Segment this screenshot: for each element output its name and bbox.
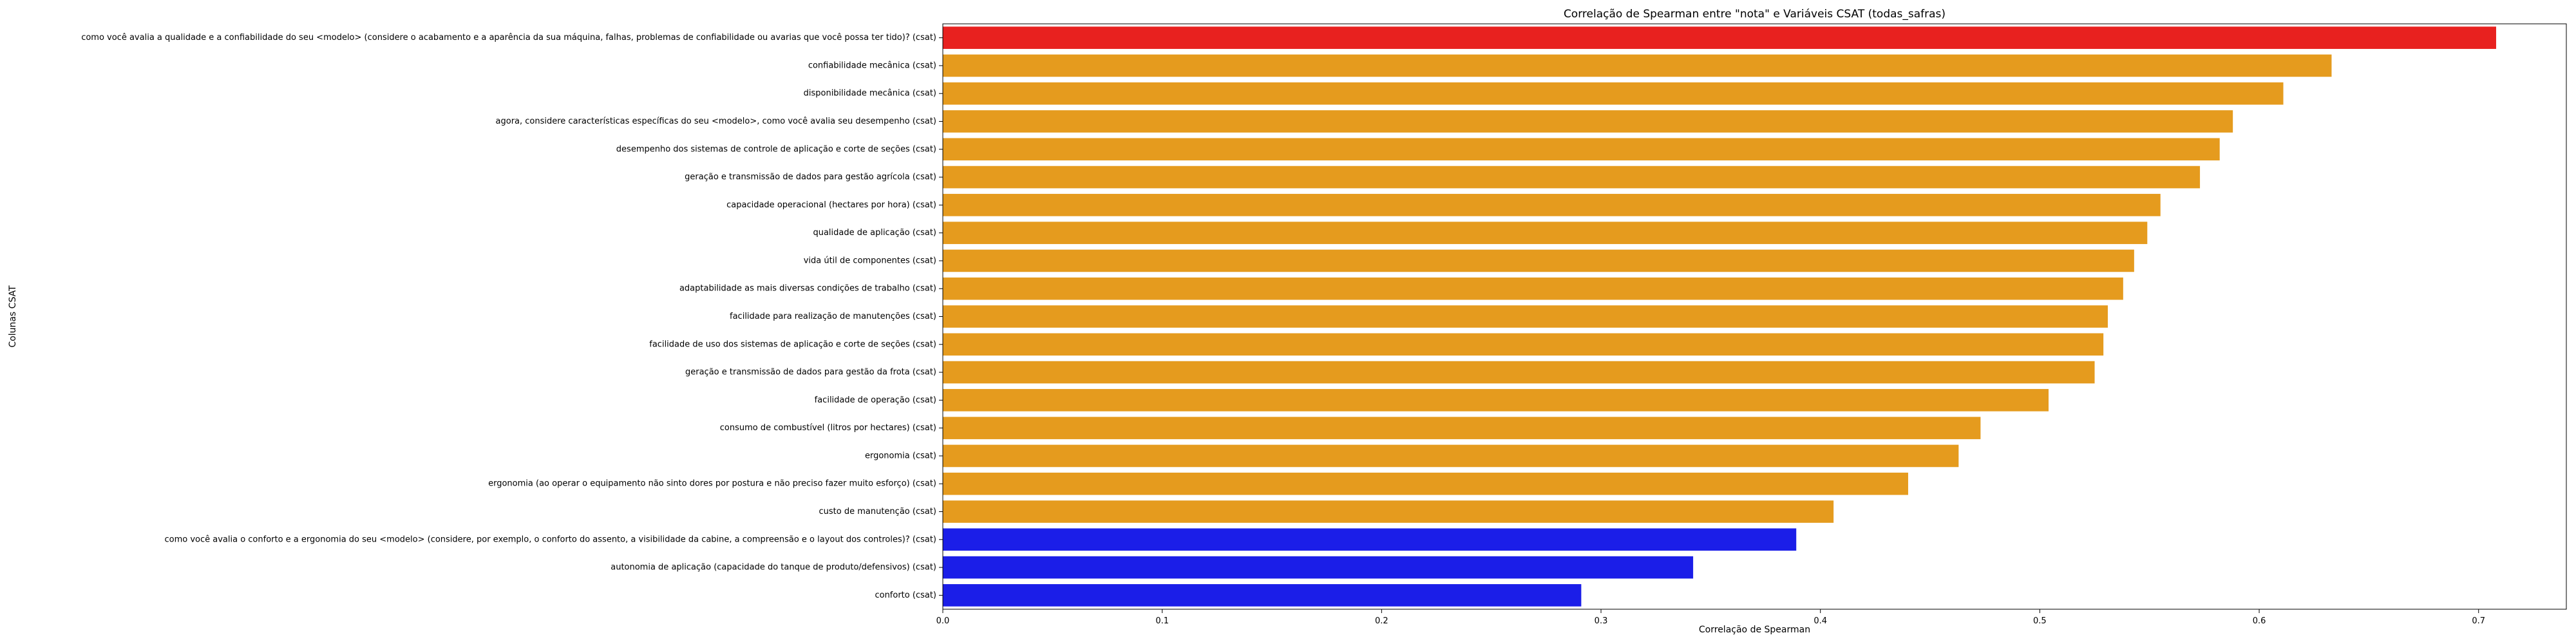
- plot-frame: [942, 23, 2567, 610]
- y-tick-label: capacidade operacional (hectares por hor…: [726, 200, 936, 210]
- bar-14: [943, 389, 2049, 412]
- y-tick-label: disponibilidade mecânica (csat): [804, 89, 936, 99]
- bar-18: [943, 500, 1834, 523]
- y-tick-label: geração e transmissão de dados para gest…: [685, 173, 936, 182]
- y-tick-label: autonomia de aplicação (capacidade do ta…: [611, 563, 936, 573]
- y-tick-label: agora, considere características específ…: [496, 117, 936, 126]
- y-ticks-group: como você avalia a qualidade e a confiab…: [81, 33, 943, 600]
- x-tick-label: 0.1: [1155, 616, 1169, 626]
- y-tick-label: facilidade de operação (csat): [815, 395, 936, 405]
- chart-title: Correlação de Spearman entre "nota" e Va…: [1564, 8, 1946, 21]
- y-tick-label: como você avalia a qualidade e a confiab…: [81, 33, 936, 43]
- y-tick-label: conforto (csat): [875, 591, 936, 600]
- x-tick-label: 0.7: [2472, 616, 2485, 626]
- bar-4: [943, 110, 2233, 133]
- y-axis-label: Colunas CSAT: [8, 285, 18, 348]
- bar-16: [943, 444, 1959, 468]
- y-tick-label: facilidade para realização de manutençõe…: [730, 312, 936, 321]
- y-tick-label: facilidade de uso dos sistemas de aplica…: [649, 339, 936, 349]
- bar-8: [943, 222, 2148, 244]
- x-tick-label: 0.3: [1595, 616, 1608, 626]
- y-tick-label: custo de manutenção (csat): [819, 507, 937, 516]
- bar-7: [943, 194, 2161, 216]
- bar-19: [943, 528, 1797, 551]
- x-tick-label: 0.6: [2253, 616, 2266, 626]
- bar-15: [943, 417, 1981, 439]
- x-tick-label: 0.4: [1814, 616, 1827, 626]
- bar-11: [943, 305, 2108, 328]
- x-tick-label: 0.5: [2033, 616, 2047, 626]
- bars-group: [943, 26, 2496, 607]
- bar-2: [943, 54, 2332, 77]
- bar-17: [943, 472, 1908, 495]
- y-tick-label: qualidade de aplicação (csat): [813, 228, 936, 238]
- y-tick-label: vida útil de componentes (csat): [804, 256, 936, 265]
- y-tick-label: desempenho dos sistemas de controle de a…: [616, 144, 936, 154]
- bar-5: [943, 138, 2220, 161]
- bar-21: [943, 584, 1582, 607]
- y-tick-label: geração e transmissão de dados para gest…: [685, 368, 936, 377]
- y-tick-label: confiabilidade mecânica (csat): [808, 61, 936, 70]
- x-axis-label: Correlação de Spearman: [1699, 625, 1810, 635]
- x-tick-label: 0.2: [1375, 616, 1388, 626]
- y-tick-label: como você avalia o conforto e a ergonomi…: [164, 535, 936, 544]
- x-ticks-group: 0.0 0.1 0.2 0.3 0.4 0.5 0.6 0.7: [936, 609, 2485, 626]
- bar-3: [943, 82, 2284, 105]
- bar-1: [943, 26, 2496, 49]
- y-tick-label: ergonomia (ao operar o equipamento não s…: [488, 479, 936, 489]
- bar-20: [943, 556, 1694, 579]
- y-tick-label: ergonomia (csat): [865, 451, 936, 460]
- bar-9: [943, 249, 2134, 272]
- bar-12: [943, 333, 2104, 356]
- bar-6: [943, 166, 2201, 189]
- y-tick-label: adaptabilidade as mais diversas condiçõe…: [679, 284, 936, 294]
- bar-10: [943, 277, 2123, 300]
- x-tick-label: 0.0: [936, 616, 950, 626]
- bar-13: [943, 361, 2095, 384]
- y-tick-label: consumo de combustível (litros por hecta…: [720, 423, 936, 433]
